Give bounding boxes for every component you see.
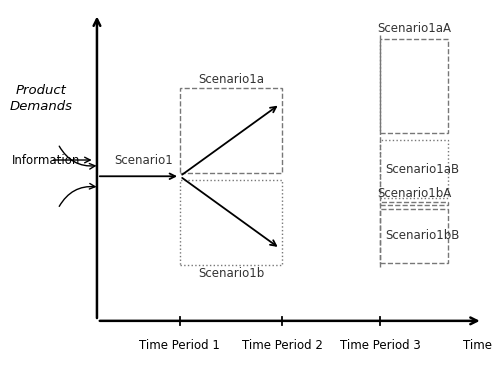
Bar <box>380 140 448 198</box>
Bar <box>180 88 282 172</box>
Bar <box>380 209 448 263</box>
Text: Scenario1bB: Scenario1bB <box>385 229 460 243</box>
Text: Scenario1a: Scenario1a <box>198 73 264 86</box>
Text: Information: Information <box>12 153 80 167</box>
Text: Scenario1aB: Scenario1aB <box>385 163 459 175</box>
Text: Scenario1: Scenario1 <box>114 154 172 167</box>
Text: Scenario1bA: Scenario1bA <box>377 187 452 200</box>
Text: Time Period 1: Time Period 1 <box>140 339 220 352</box>
Bar <box>380 201 448 205</box>
Text: Scenario1aA: Scenario1aA <box>377 22 451 35</box>
Text: Product
Demands: Product Demands <box>10 84 72 113</box>
Bar <box>380 39 448 133</box>
Bar <box>180 180 282 265</box>
Text: Time: Time <box>463 339 492 352</box>
Text: Time Period 2: Time Period 2 <box>242 339 323 352</box>
Text: Time Period 3: Time Period 3 <box>340 339 420 352</box>
Text: Scenario1b: Scenario1b <box>198 267 264 280</box>
